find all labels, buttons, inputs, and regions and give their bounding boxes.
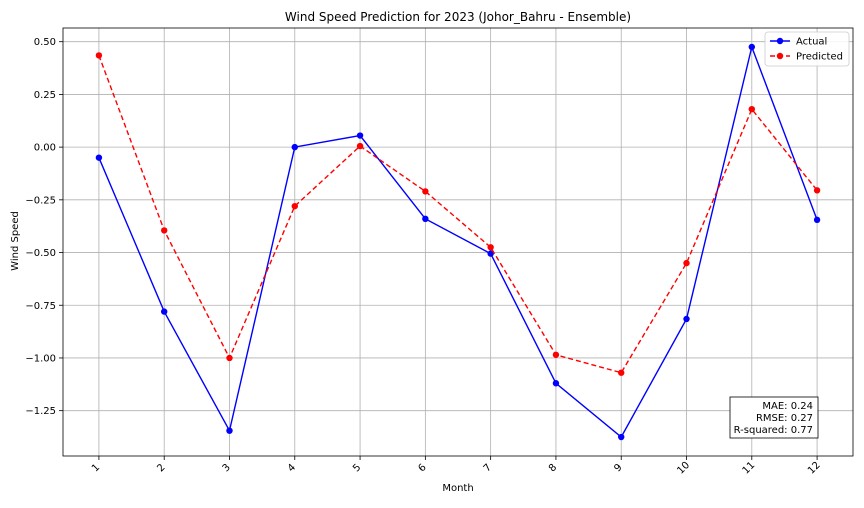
series-layer: [95, 43, 821, 441]
x-tick-label: 9: [612, 462, 624, 474]
data-point-predicted: [226, 354, 233, 362]
data-point-predicted: [618, 369, 625, 376]
data-point-actual: [160, 308, 168, 315]
data-point-actual: [422, 215, 429, 223]
data-point-actual: [226, 427, 233, 434]
metrics-line: RMSE: 0.27: [756, 413, 813, 424]
data-point-actual: [487, 250, 494, 257]
x-tick-label: 5: [351, 462, 363, 474]
legend-marker-actual: [776, 37, 784, 45]
y-tick-label: −1.25: [25, 406, 56, 417]
x-tick-label: 2: [155, 462, 167, 474]
series-line-predicted: [98, 55, 818, 374]
data-point-predicted: [356, 142, 364, 150]
legend-marker-predicted: [776, 52, 784, 60]
plot-frame: [62, 27, 854, 457]
y-tick-label: 0.50: [34, 37, 56, 48]
data-point-predicted: [291, 202, 298, 210]
data-point-predicted: [683, 259, 690, 267]
data-point-actual: [748, 43, 756, 51]
data-point-actual: [356, 132, 364, 139]
metrics-box-frame: [729, 396, 819, 439]
y-tick-label: −1.00: [25, 353, 56, 364]
data-point-actual: [618, 433, 625, 441]
metrics-line: MAE: 0.24: [762, 401, 813, 412]
data-point-actual: [291, 143, 298, 151]
data-point-predicted: [422, 188, 429, 195]
grid: [63, 28, 853, 456]
x-tick-label: 12: [806, 460, 823, 477]
series-line-actual: [98, 44, 818, 439]
data-point-predicted: [95, 52, 103, 59]
x-tick-label: 10: [675, 460, 692, 477]
data-point-actual: [813, 216, 821, 224]
metrics-line: R-squared: 0.77: [734, 425, 813, 436]
y-tick-label: 0.25: [34, 90, 56, 101]
x-tick-label: 7: [482, 462, 494, 474]
y-tick-label: −0.25: [25, 195, 56, 206]
legend-label-predicted: Predicted: [796, 52, 843, 63]
y-tick-label: 0.00: [34, 143, 56, 154]
data-point-predicted: [813, 187, 821, 194]
data-point-actual: [552, 380, 560, 387]
x-tick-label: 4: [286, 462, 298, 474]
data-point-predicted: [160, 227, 168, 234]
y-axis-label: Wind Speed: [10, 211, 21, 271]
data-point-predicted: [748, 105, 756, 113]
x-tick-label: 8: [547, 462, 559, 474]
data-point-actual: [95, 154, 103, 161]
x-tick-label: 3: [221, 462, 233, 474]
data-point-actual: [683, 315, 690, 323]
y-tick-label: −0.50: [25, 248, 56, 259]
data-point-predicted: [552, 351, 560, 358]
x-axis-label: Month: [442, 483, 473, 494]
x-tick-label: 11: [741, 460, 758, 477]
y-tick-label: −0.75: [25, 301, 56, 312]
legend: Actual Predicted: [764, 31, 850, 67]
legend-label-actual: Actual: [796, 37, 827, 48]
chart-title: Wind Speed Prediction for 2023 (Johor_Ba…: [285, 10, 631, 24]
x-tick-label: 6: [416, 462, 428, 474]
data-point-predicted: [487, 244, 494, 251]
x-tick-label: 1: [90, 462, 102, 474]
